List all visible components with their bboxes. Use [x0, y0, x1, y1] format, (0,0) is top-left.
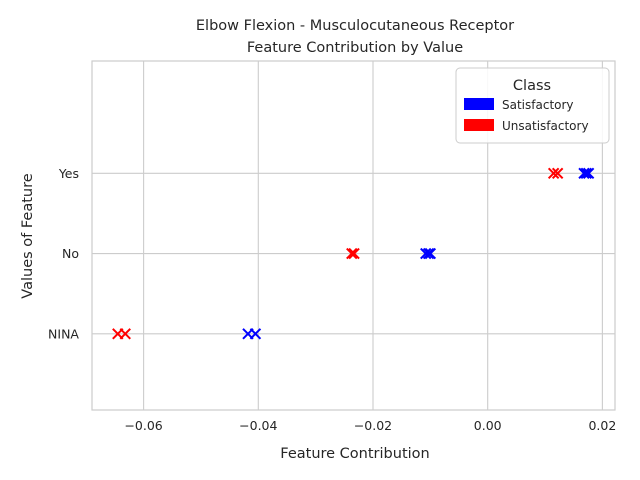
data-point-unsatisfactory — [119, 328, 131, 340]
chart-subtitle: Feature Contribution by Value — [247, 40, 463, 56]
legend-swatch-satisfactory — [464, 98, 494, 110]
x-tick-label: −0.02 — [354, 418, 392, 433]
y-tick-label: No — [62, 246, 79, 261]
data-point-satisfactory — [422, 247, 435, 260]
data-point-unsatisfactory — [348, 247, 360, 260]
legend: Class Satisfactory Unsatisfactory — [455, 67, 610, 144]
data-point-satisfactory — [578, 167, 590, 180]
legend-label-satisfactory: Satisfactory — [502, 98, 574, 112]
plot-frame — [91, 60, 616, 411]
legend-title: Class — [513, 78, 551, 94]
data-points — [112, 167, 595, 340]
y-axis-label: Values of Feature — [20, 173, 36, 298]
chart-title: Elbow Flexion - Musculocutaneous Recepto… — [196, 18, 514, 34]
legend-label-unsatisfactory: Unsatisfactory — [502, 119, 589, 133]
data-point-unsatisfactory — [346, 247, 358, 260]
y-tick-label: Yes — [58, 166, 79, 181]
x-tick-label: 0.02 — [588, 418, 616, 433]
data-point-satisfactory — [580, 167, 593, 180]
y-tick-label: NINA — [48, 326, 79, 341]
data-point-satisfactory — [582, 167, 595, 180]
data-point-satisfactory — [420, 247, 432, 260]
x-axis-label: Feature Contribution — [280, 446, 429, 462]
x-tick-label: 0.00 — [474, 418, 502, 433]
legend-frame — [455, 67, 610, 144]
legend-swatch-unsatisfactory — [464, 119, 494, 131]
x-tick-label: −0.06 — [124, 418, 162, 433]
data-point-unsatisfactory — [547, 167, 560, 180]
data-point-unsatisfactory — [551, 167, 564, 180]
x-tick-label: −0.04 — [239, 418, 277, 433]
data-point-satisfactory — [424, 247, 437, 260]
data-point-satisfactory — [249, 328, 262, 340]
tick-labels: −0.06 −0.04 −0.02 0.00 0.02 NINA No Yes — [48, 166, 616, 433]
